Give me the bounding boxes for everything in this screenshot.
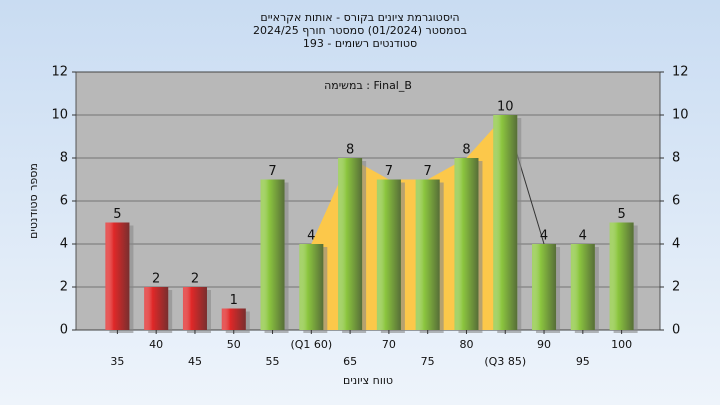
y-tick-label: 6 [60,194,68,209]
x-tick-label: 100 [611,338,632,351]
x-tick-label: 55 [266,355,280,368]
bar-shine [570,244,595,330]
bar-shine [260,179,285,330]
x-tick-label: (Q1 60) [290,338,332,351]
value-label: 5 [617,207,625,222]
x-tick-label: 75 [421,355,435,368]
x-tick-label: 90 [537,338,551,351]
bar-shine [532,244,557,330]
bar-shine [299,244,324,330]
value-label: 5 [113,207,121,222]
bar-shine [493,115,518,330]
value-label: 2 [191,272,199,287]
chart-subtitle: סטודנטים רשומים - 193 [303,37,417,50]
y-tick-label: 2 [672,280,680,295]
y-tick-label: 10 [672,108,689,123]
y-tick-label: 8 [672,151,680,166]
value-label: 4 [540,229,548,244]
x-tick-label: 40 [149,338,163,351]
y-tick-label: 0 [60,323,68,338]
value-label: 4 [579,229,587,244]
x-tick-label: (Q3 85) [484,355,526,368]
bar-shine [182,287,207,330]
chart-subtitle: בסמסטר (01/2024) סמסטר חורף 2024/25 [253,24,467,37]
value-label: 10 [497,100,514,115]
annotation: במשימה : Final_B [324,79,412,92]
value-label: 1 [230,293,238,308]
bar-shine [105,222,130,330]
value-label: 2 [152,272,160,287]
x-tick-label: 45 [188,355,202,368]
bar-shine [376,179,401,330]
value-label: 8 [346,143,354,158]
x-axis-label: טווח ציונים [343,374,393,387]
x-tick-label: 35 [110,355,124,368]
y-tick-label: 0 [672,323,680,338]
value-label: 7 [385,164,393,179]
y-tick-label: 6 [672,194,680,209]
bar-shine [221,308,246,330]
value-label: 4 [307,229,315,244]
value-label: 8 [462,143,470,158]
bar-shine [338,158,363,330]
x-tick-label: 65 [343,355,357,368]
x-tick-label: 70 [382,338,396,351]
x-tick-label: 95 [576,355,590,368]
y-tick-label: 8 [60,151,68,166]
y-tick-label: 4 [60,237,68,252]
x-tick-label: 50 [227,338,241,351]
value-label: 7 [268,164,276,179]
y-tick-label: 4 [672,237,680,252]
chart-title: היסטוגרמת ציונים בקורס - אותות אקראיים [260,11,459,24]
value-label: 7 [424,164,432,179]
y-tick-label: 2 [60,280,68,295]
bar-shine [144,287,169,330]
bar-shine [454,158,479,330]
x-tick-label: 80 [459,338,473,351]
y-tick-label: 10 [51,108,68,123]
y-tick-label: 12 [672,65,689,80]
bar-shine [415,179,440,330]
y-axis-label: מספר סטודנטים [27,163,40,239]
bar-shine [609,222,634,330]
y-tick-label: 12 [51,65,68,80]
